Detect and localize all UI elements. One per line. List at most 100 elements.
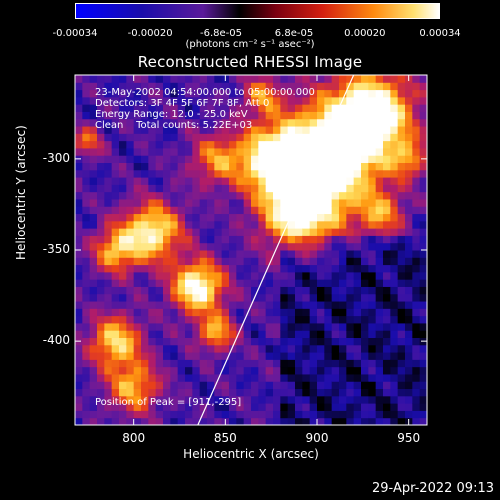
- heatmap-cell: [141, 155, 149, 163]
- heatmap-cell: [214, 308, 223, 317]
- heatmap-cell: [251, 381, 259, 390]
- heatmap-cell: [273, 322, 281, 331]
- heatmap-cell: [375, 184, 384, 193]
- heatmap-cell: [331, 286, 340, 295]
- heatmap-cell: [265, 286, 274, 295]
- heatmap-cell: [317, 213, 325, 222]
- heatmap-cell: [207, 264, 215, 273]
- heatmap-cell: [148, 242, 157, 251]
- heatmap-cell: [97, 89, 105, 98]
- heatmap-cell: [361, 257, 369, 266]
- heatmap-cell: [141, 257, 149, 266]
- heatmap-cell: [155, 82, 164, 91]
- heatmap-cell: [258, 198, 267, 207]
- heatmap-cell: [243, 118, 252, 127]
- heatmap-cell: [243, 322, 252, 331]
- heatmap-cell: [287, 89, 296, 98]
- heatmap-cell: [243, 82, 252, 91]
- heatmap-cell: [82, 82, 91, 91]
- heatmap-cell: [236, 308, 245, 317]
- heatmap-cell: [419, 169, 427, 178]
- heatmap-cell: [243, 301, 252, 309]
- heatmap-cell: [375, 118, 384, 127]
- heatmap-cell: [155, 366, 164, 375]
- heatmap-cell: [287, 191, 296, 200]
- heatmap-cell: [397, 352, 406, 360]
- heatmap-cell: [265, 220, 274, 229]
- heatmap-cell: [207, 111, 215, 120]
- heatmap-cell: [126, 155, 135, 163]
- heatmap-cell: [236, 191, 245, 200]
- heatmap-cell: [177, 118, 186, 127]
- heatmap-cell: [346, 126, 355, 134]
- heatmap-cell: [185, 388, 193, 397]
- heatmap-cell: [390, 417, 399, 425]
- heatmap-cell: [346, 184, 355, 193]
- heatmap-cell: [163, 104, 171, 112]
- heatmap-cell: [199, 366, 208, 375]
- heatmap-cell: [397, 271, 406, 280]
- heatmap-cell: [397, 140, 406, 149]
- heatmap-cell: [302, 337, 311, 346]
- heatmap-cell: [119, 388, 127, 397]
- heatmap-cell: [207, 410, 215, 419]
- heatmap-cell: [155, 198, 164, 207]
- heatmap-cell: [273, 359, 281, 368]
- heatmap-cell: [258, 322, 267, 331]
- heatmap-cell: [287, 381, 296, 390]
- heatmap-cell: [192, 242, 201, 251]
- heatmap-cell: [170, 330, 179, 338]
- heatmap-cell: [148, 133, 157, 142]
- heatmap-cell: [133, 337, 142, 346]
- heatmap-cell: [170, 250, 179, 258]
- heatmap-cell: [199, 169, 208, 178]
- heatmap-cell: [141, 264, 149, 273]
- heatmap-cell: [251, 126, 259, 134]
- heatmap-cell: [339, 359, 347, 368]
- heatmap-cell: [397, 264, 406, 273]
- heatmap-cell: [331, 381, 340, 390]
- heatmap-cell: [339, 82, 347, 91]
- heatmap-cell: [251, 75, 259, 83]
- heatmap-cell: [170, 366, 179, 375]
- heatmap-cell: [419, 242, 427, 251]
- heatmap-cell: [104, 242, 113, 251]
- heatmap-cell: [317, 257, 325, 266]
- heatmap-cell: [119, 228, 127, 236]
- heatmap-cell: [280, 344, 289, 353]
- heatmap-cell: [214, 111, 223, 120]
- heatmap-cell: [214, 315, 223, 324]
- heatmap-cell: [207, 140, 215, 149]
- heatmap-cell: [97, 410, 105, 419]
- heatmap-cell: [383, 147, 391, 156]
- heatmap-cell: [280, 250, 289, 258]
- heatmap-cell: [397, 235, 406, 244]
- heatmap-cell: [397, 373, 406, 382]
- heatmap-cell: [375, 155, 384, 163]
- heatmap-cell: [361, 403, 369, 411]
- heatmap-cell: [155, 96, 164, 105]
- heatmap-cell: [82, 366, 91, 375]
- heatmap-cell: [104, 417, 113, 425]
- heatmap-cell: [192, 410, 201, 419]
- heatmap-cell: [353, 169, 362, 178]
- heatmap-cell: [331, 133, 340, 142]
- heatmap-cell: [75, 198, 83, 207]
- heatmap-cell: [177, 228, 186, 236]
- heatmap-cell: [170, 410, 179, 419]
- heatmap-cell: [236, 126, 245, 134]
- heatmap-cell: [331, 96, 340, 105]
- heatmap-cell: [82, 410, 91, 419]
- heatmap-cell: [97, 366, 105, 375]
- heatmap-cell: [317, 381, 325, 390]
- heatmap-cell: [214, 352, 223, 360]
- heatmap-cell: [177, 155, 186, 163]
- heatmap-cell: [324, 82, 333, 91]
- heatmap-cell: [119, 293, 127, 302]
- heatmap-cell: [302, 271, 311, 280]
- colorbar: [75, 3, 440, 19]
- heatmap-cell: [302, 242, 311, 251]
- heatmap-cell: [324, 220, 333, 229]
- heatmap-cell: [273, 330, 281, 338]
- heatmap-cell: [419, 96, 427, 105]
